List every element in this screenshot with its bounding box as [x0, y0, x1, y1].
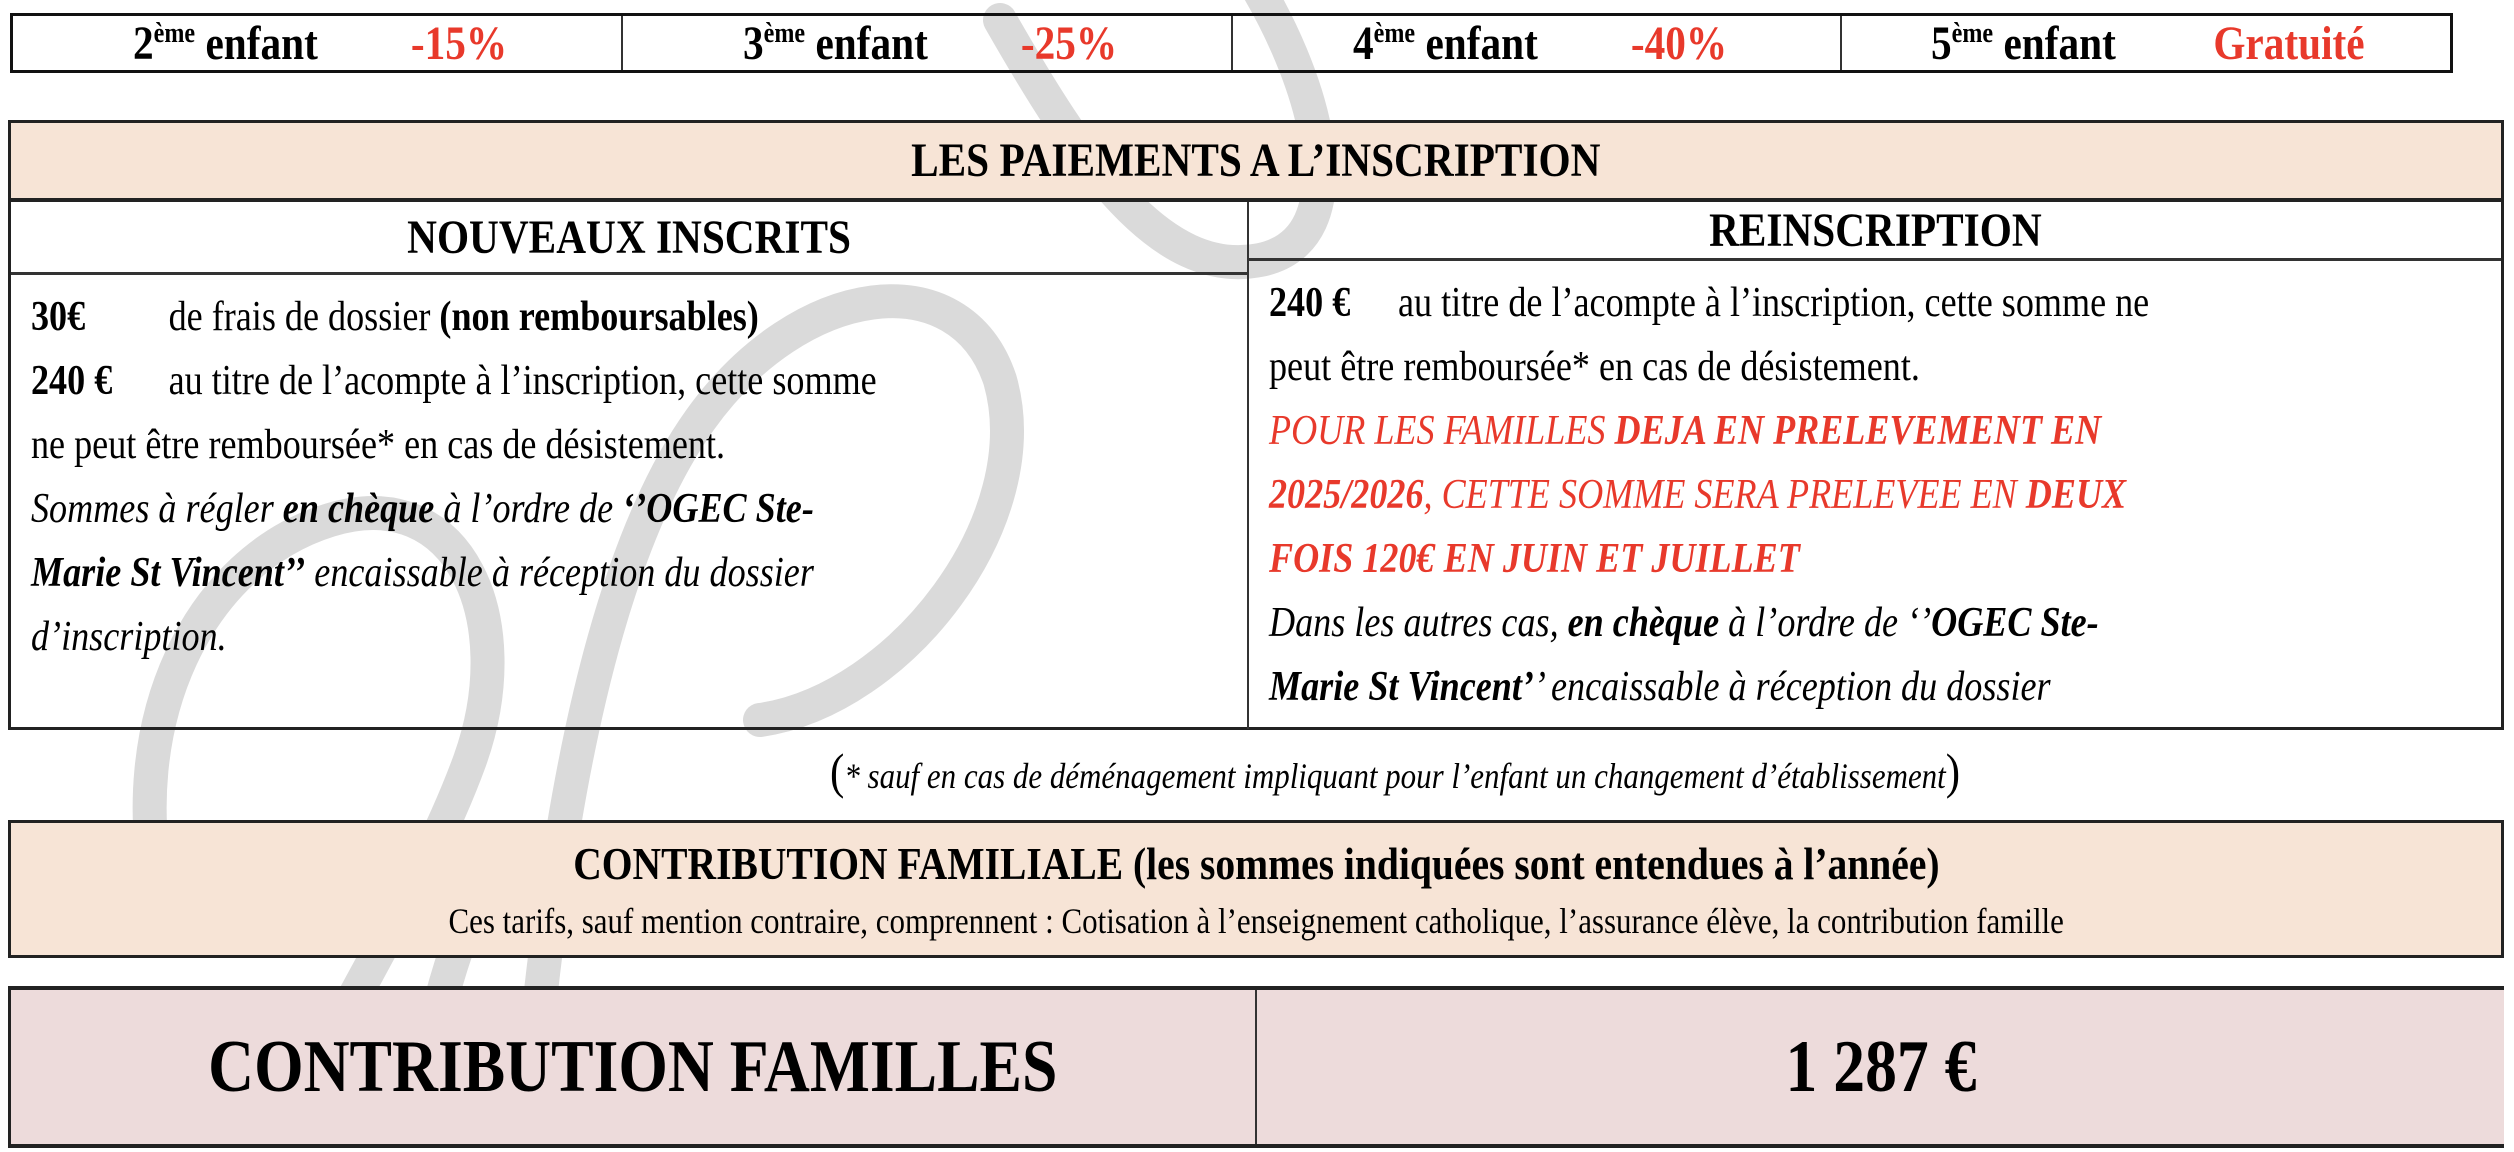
family-contribution-total: CONTRIBUTION FAMILLES 1 287 €	[8, 986, 2504, 1148]
discount-cell: 2ème enfant -15%	[13, 16, 623, 70]
payee-name: OGEC Ste-	[1931, 600, 2099, 646]
discount-cell: 4ème enfant -40%	[1233, 16, 1843, 70]
payments-title-text: LES PAIEMENTS A L’INSCRIPTION	[911, 134, 1601, 187]
footnote-text: * sauf en cas de déménagement impliquant…	[844, 756, 1946, 796]
footnote-paren: )	[1945, 743, 1961, 799]
cheque-text: d’inscription.	[31, 614, 227, 660]
discount-ordinal-suffix: ème	[154, 17, 196, 49]
cheque-text: Sommes à régler	[31, 486, 283, 532]
file-fee-note: (non remboursables)	[439, 294, 759, 340]
payee-name: ‘’OGEC Ste-	[622, 486, 814, 532]
discount-ordinal: 2	[133, 16, 155, 70]
deposit-text: au titre de l’acompte à l’inscription, c…	[1398, 280, 2150, 326]
deposit-text: ne peut être remboursée* en cas de désis…	[31, 422, 726, 468]
discount-label: enfant	[815, 16, 929, 70]
discount-ordinal: 4	[1352, 16, 1374, 70]
family-contribution-header: CONTRIBUTION FAMILIALE (les sommes indiq…	[8, 820, 2504, 958]
discount-cell: 5ème enfant Gratuité	[1842, 16, 2450, 70]
payee-name: Marie St Vincent’	[1269, 664, 1534, 710]
file-fee-text: de frais de dossier	[168, 294, 440, 340]
discount-ordinal-suffix: ème	[763, 17, 806, 49]
refund-footnote: (* sauf en cas de déménagement impliquan…	[830, 742, 2144, 800]
cheque-text: encaissable à réception du dossier	[305, 550, 814, 596]
reinscription-column: REINSCRIPTION 240 € au titre de l’acompte…	[1249, 202, 2501, 729]
discount-value: -25%	[1020, 16, 1118, 70]
cheque-text: Dans les autres cas,	[1269, 600, 1568, 646]
deposit-text: au titre de l’acompte à l’inscription, c…	[168, 358, 877, 404]
direct-debit-year: 2025/2026	[1269, 472, 1424, 518]
family-contribution-label: CONTRIBUTION FAMILLES	[208, 1025, 1058, 1108]
direct-debit-notice-bold: DEJA EN PRELEVEMENT EN	[1614, 408, 2102, 454]
discount-value: -15%	[411, 16, 508, 70]
cheque-text-bold: en chèque	[282, 486, 435, 532]
direct-debit-notice: POUR LES FAMILLES	[1269, 408, 1615, 454]
new-students-column: NOUVEAUX INSCRITS 30€ de frais de dossier…	[11, 202, 1249, 729]
discount-ordinal-suffix: ème	[1373, 17, 1416, 49]
direct-debit-schedule: FOIS 120€ EN JUIN ET JUILLET	[1269, 536, 1800, 582]
family-contribution-amount: 1 287 €	[1785, 1025, 1976, 1108]
discount-label: enfant	[1425, 16, 1538, 70]
new-students-heading: NOUVEAUX INSCRITS	[407, 210, 851, 264]
discount-value: -40%	[1630, 16, 1727, 70]
discount-label: enfant	[205, 16, 319, 70]
reinscription-heading: REINSCRIPTION	[1708, 203, 2042, 257]
sibling-discount-row: 2ème enfant -15% 3ème enfant -25% 4ème e…	[10, 13, 2453, 73]
discount-ordinal: 5	[1930, 16, 1952, 70]
footnote-paren: (	[830, 743, 845, 799]
file-fee-amount: 30€	[31, 294, 86, 340]
cheque-text: à l’ordre de ‘’	[1719, 600, 1932, 646]
direct-debit-notice: , CETTE SOMME SERA PRELEVEE EN	[1423, 472, 2026, 518]
discount-ordinal: 3	[743, 16, 764, 70]
discount-cell: 3ème enfant -25%	[623, 16, 1233, 70]
cheque-text: ’ encaissable à réception du dossier	[1533, 664, 2051, 710]
direct-debit-notice-bold: DEUX	[2025, 472, 2127, 518]
family-contribution-title: CONTRIBUTION FAMILIALE (les sommes indiq…	[572, 838, 1940, 889]
discount-ordinal-suffix: ème	[1951, 17, 1993, 49]
discount-label: enfant	[2003, 16, 2116, 70]
payments-title: LES PAIEMENTS A L’INSCRIPTION	[11, 123, 2501, 202]
deposit-amount: 240 €	[1269, 280, 1351, 326]
family-contribution-subtitle: Ces tarifs, sauf mention contraire, comp…	[448, 901, 2064, 941]
payments-table: LES PAIEMENTS A L’INSCRIPTION NOUVEAUX I…	[8, 120, 2504, 730]
deposit-amount: 240 €	[31, 358, 113, 404]
payee-name: Marie St Vincent’’	[31, 550, 306, 596]
deposit-text: peut être remboursée* en cas de désistem…	[1269, 344, 1920, 390]
cheque-text: à l’ordre de	[434, 486, 623, 532]
cheque-text-bold: en chèque	[1567, 600, 1720, 646]
discount-value: Gratuité	[2212, 16, 2365, 70]
